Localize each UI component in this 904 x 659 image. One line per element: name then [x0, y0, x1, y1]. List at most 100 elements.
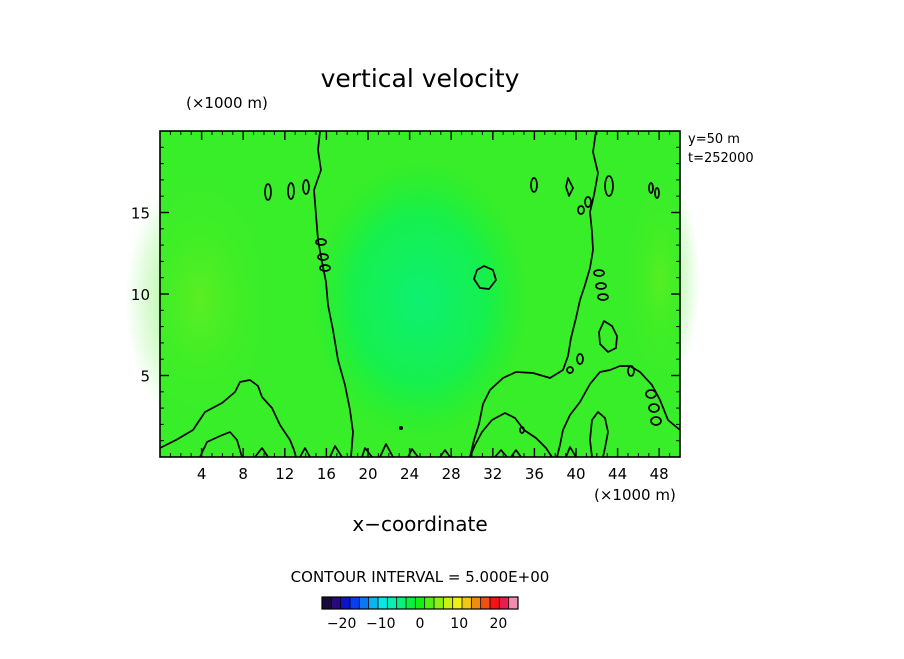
x-tick-label: 32 [483, 465, 502, 483]
contour-line [317, 253, 329, 261]
x-tick-label: 36 [525, 465, 544, 483]
contour-line [199, 431, 243, 458]
contour-line [264, 183, 272, 201]
x-tick-label: 4 [197, 465, 207, 483]
colorbar-swatch [406, 597, 416, 609]
x-tick-label: 28 [442, 465, 461, 483]
contour-line [510, 449, 522, 458]
x-axis-label: x−coordinate [352, 512, 487, 536]
colorbar-swatch [480, 597, 491, 609]
contour-line [556, 365, 681, 458]
x-tick-label: 8 [238, 465, 248, 483]
colorbar-swatch [499, 597, 509, 609]
contour-line [604, 175, 614, 197]
colorbar-swatch [331, 597, 341, 609]
colorbar-swatch [340, 597, 351, 609]
colorbar-swatch [415, 597, 425, 609]
contour-line [439, 449, 451, 458]
downdraft-center [310, 160, 530, 440]
contour-line [494, 449, 508, 458]
contour-line [584, 196, 592, 208]
chart-title: vertical velocity [321, 64, 520, 93]
contour-line [379, 443, 394, 458]
weak-updraft-right [620, 170, 700, 390]
x-tick-label: 16 [317, 465, 336, 483]
colorbar-frame [321, 596, 519, 610]
y-tick-label: 15 [131, 205, 150, 223]
annotation-t: t=252000 [688, 151, 754, 166]
contour-line [627, 365, 635, 377]
contour-line [299, 447, 311, 458]
contour-line [648, 403, 660, 413]
colorbar-swatch [452, 597, 463, 609]
colorbar-swatch [350, 597, 360, 609]
annotation-y: y=50 m [688, 132, 740, 147]
contour-interval-label: CONTOUR INTERVAL = 5.000E+00 [291, 568, 550, 586]
annotations: y=50 m t=252000 [688, 132, 754, 166]
contour-line [565, 446, 577, 458]
contour-line [254, 447, 269, 458]
contour-line [598, 320, 618, 353]
colorbar-swatch [490, 597, 500, 609]
contour-line [566, 366, 574, 374]
contour-line [361, 447, 373, 458]
contour-lines [159, 130, 681, 458]
x-tick-label: 48 [650, 465, 669, 483]
contour-line [654, 187, 660, 199]
contour-line [576, 353, 584, 365]
contour-line [313, 130, 354, 458]
colorbar-swatch [359, 597, 369, 609]
colorbar-tick-label: 10 [450, 616, 468, 632]
y-tick-label: 5 [140, 368, 150, 386]
contour-line [159, 379, 297, 458]
contour-line [315, 238, 327, 246]
colorbar-swatch [434, 597, 444, 609]
contour-line [469, 130, 599, 458]
colorbar-swatch [471, 597, 481, 609]
contour-line [398, 425, 404, 431]
x-tick-label: 20 [358, 465, 377, 483]
colorbar-tick-label: 20 [489, 616, 507, 632]
contour-line [593, 269, 605, 277]
colorbar-swatch [378, 597, 388, 609]
x-tick-label: 12 [275, 465, 294, 483]
colorbar-swatch [322, 597, 332, 609]
contour-line [650, 416, 662, 426]
colorbar-swatch [387, 597, 397, 609]
y-tick-label: 10 [131, 286, 150, 304]
colorbar-swatch [508, 597, 519, 609]
contour-line [565, 177, 574, 197]
weak-updraft-left [125, 170, 275, 430]
contour-line [589, 411, 609, 458]
colorbar-swatch [396, 597, 407, 609]
contour-line [319, 264, 331, 272]
colorbar-swatch [424, 597, 435, 609]
contour-line [287, 182, 295, 200]
x-tick-label: 24 [400, 465, 419, 483]
contour-line [469, 412, 553, 458]
contour-line [530, 177, 538, 193]
x-tick-label: 40 [566, 465, 585, 483]
x-axis-scale-label: (×1000 m) [594, 486, 676, 504]
contour-line [648, 182, 654, 194]
colorbar-swatch [443, 597, 453, 609]
colorbar-tick-label: 0 [416, 616, 425, 632]
y-axis-scale-label: (×1000 m) [186, 94, 268, 112]
contour-line [473, 265, 497, 290]
colorbar-swatch [368, 597, 379, 609]
x-tick-label: 44 [608, 465, 627, 483]
contour-line [577, 205, 585, 215]
contour-line [302, 179, 310, 195]
contour-line [597, 293, 609, 301]
colorbar-tick-label: −10 [366, 616, 396, 632]
colorbar: −20 −10 0 10 20 [321, 596, 519, 632]
contour-line [519, 426, 525, 434]
colorbar-tick-label: −20 [327, 616, 357, 632]
contour-line [645, 389, 657, 399]
contour-line [595, 282, 607, 290]
colorbar-swatch [462, 597, 472, 609]
contour-line [329, 445, 343, 458]
